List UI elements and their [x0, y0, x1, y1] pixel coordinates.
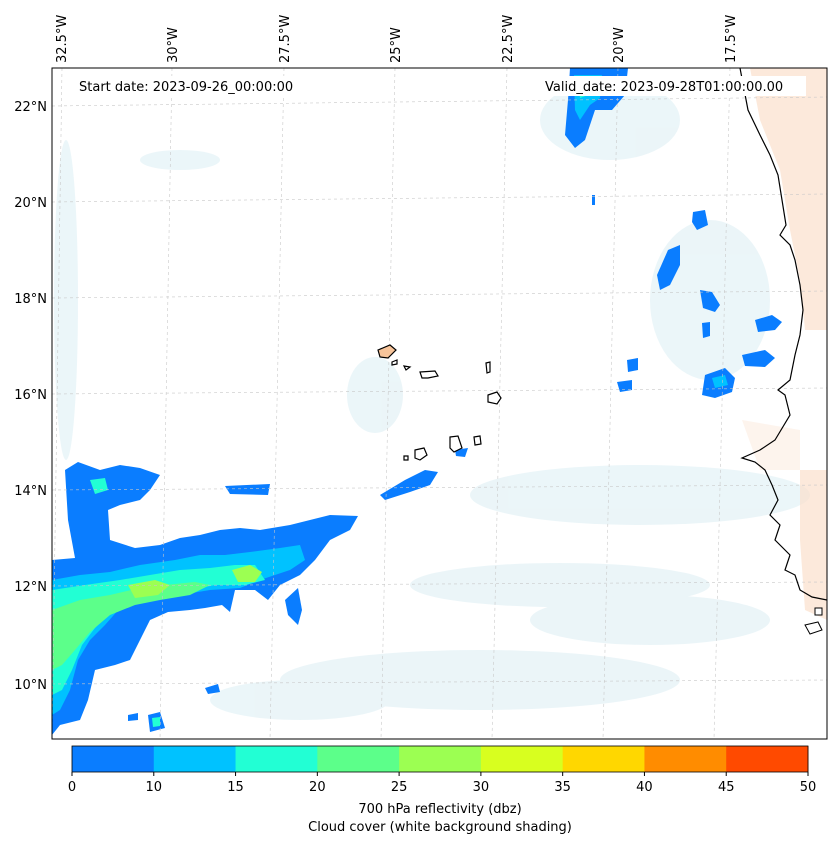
lon-label-30w: 30°W — [166, 27, 181, 63]
start-date-text: Start date: 2023-09-26_00:00:00 — [79, 80, 293, 95]
start-date-box — [72, 76, 310, 96]
reflectivity-field — [52, 68, 782, 735]
reflectivity-main-band — [52, 462, 358, 735]
colorbar-swatch — [726, 746, 809, 772]
colorbar-swatch — [317, 746, 400, 772]
lon-label-32-5w: 32.5°W — [55, 15, 70, 63]
colorbar: 0 10 15 20 25 30 35 40 45 50 — [68, 745, 817, 795]
colorbar-tick-label: 40 — [636, 780, 653, 795]
lat-label-12n: 12°N — [14, 580, 47, 595]
map-panel — [52, 68, 827, 739]
lat-label-20n: 20°N — [14, 196, 47, 211]
african-coastline — [739, 68, 827, 601]
colorbar-swatch — [562, 746, 645, 772]
lat-label-22n: 22°N — [14, 100, 47, 115]
warm-shading — [742, 68, 827, 620]
colorbar-tick-label: 45 — [718, 780, 735, 795]
valid-date-box — [540, 76, 806, 96]
lat-label-18n: 18°N — [14, 292, 47, 307]
cape-verde-islands — [377, 344, 502, 461]
latitude-labels: 22°N 20°N 18°N 16°N 14°N 12°N 10°N — [14, 100, 47, 693]
lat-label-16n: 16°N — [14, 388, 47, 403]
colorbar-tick-label: 15 — [227, 780, 244, 795]
valid-date-text: Valid_date: 2023-09-28T01:00:00.00 — [545, 80, 783, 95]
reflectivity-core-east — [232, 565, 262, 582]
colorbar-frame — [71, 745, 809, 773]
colorbar-swatch — [235, 746, 318, 772]
lon-label-20w: 20°W — [612, 27, 627, 63]
colorbar-swatch — [399, 746, 482, 772]
colorbar-tick-label: 0 — [68, 780, 76, 795]
reflectivity-core-west — [128, 580, 170, 598]
colorbar-tick-label: 20 — [309, 780, 326, 795]
lon-label-22-5w: 22.5°W — [501, 15, 516, 63]
colorbar-swatch — [153, 746, 237, 772]
lon-label-27-5w: 27.5°W — [278, 15, 293, 63]
colorbar-tick-label: 25 — [391, 780, 408, 795]
reflectivity-band-25 — [52, 582, 210, 670]
colorbar-label-cloud-cover: Cloud cover (white background shading) — [308, 820, 572, 835]
lon-label-17-5w: 17.5°W — [724, 15, 739, 63]
colorbar-swatch — [72, 746, 155, 772]
colorbar-tick-label: 35 — [554, 780, 571, 795]
colorbar-swatch — [644, 746, 727, 772]
lon-label-25w: 25°W — [389, 27, 404, 63]
lat-label-10n: 10°N — [14, 678, 47, 693]
lat-label-14n: 14°N — [14, 484, 47, 499]
colorbar-tick-label: 50 — [800, 780, 817, 795]
bijagos-islands — [804, 607, 823, 635]
map-frame — [51, 67, 828, 740]
colorbar-tick-label: 30 — [473, 780, 490, 795]
longitude-labels: 32.5°W 30°W 27.5°W 25°W 22.5°W 20°W 17.5… — [55, 15, 739, 63]
colorbar-swatch — [480, 746, 564, 772]
colorbar-tick-label: 10 — [146, 780, 163, 795]
colorbar-label-reflectivity: 700 hPa reflectivity (dbz) — [358, 802, 521, 817]
graticule — [52, 68, 827, 739]
